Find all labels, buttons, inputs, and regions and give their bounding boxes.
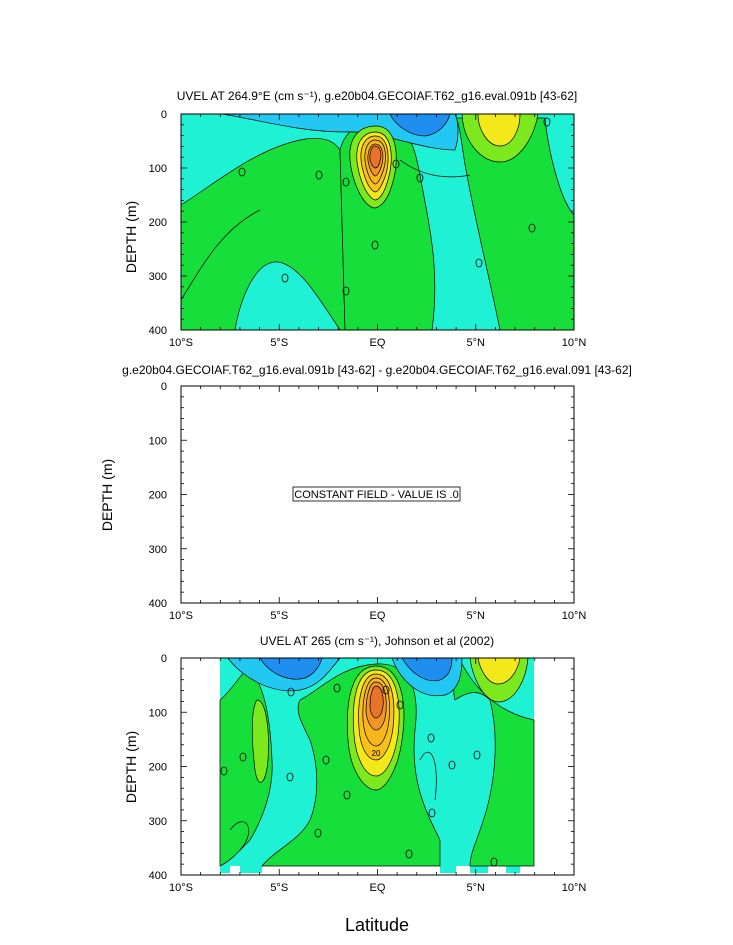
- y-tick-label: 400: [149, 870, 167, 882]
- x-tick-label: 5°N: [467, 610, 486, 622]
- x-tick-label: 10°N: [562, 610, 587, 622]
- p1-yellow-surface-jet: [477, 114, 521, 147]
- x-tick-label: 10°N: [562, 337, 587, 349]
- p1-zero-label: [416, 173, 424, 183]
- p1-zero-label: [342, 286, 350, 296]
- y-tick-label: 100: [149, 707, 167, 719]
- x-tick-label: 10°S: [169, 610, 193, 622]
- panel-1-title: UVEL AT 264.9°E (cm s⁻¹), g.e20b04.GECOI…: [177, 89, 577, 103]
- p1-contour-labels: [238, 117, 551, 296]
- p1-zero-label: [281, 273, 289, 283]
- y-tick-label: 300: [149, 271, 167, 283]
- x-tick-label: 5°S: [270, 610, 288, 622]
- x-tick-label: EQ: [370, 882, 386, 894]
- panel-1-axes: 10°S 5°S EQ 5°N 10°N 0 100 200 300 400 DEPTH (m): [123, 109, 586, 349]
- p3-zero-label: [333, 683, 341, 693]
- y-tick-label: 300: [149, 544, 167, 556]
- p3-contour-line: [419, 751, 437, 801]
- x-tick-label: 5°N: [467, 337, 486, 349]
- constant-field-box: [292, 486, 461, 502]
- p1-contour-line: [399, 159, 471, 178]
- x-tick-label: 5°S: [270, 337, 288, 349]
- p3-zero-label: [239, 752, 247, 762]
- y-axis-label: DEPTH (m): [99, 459, 115, 531]
- x-axis-label: Latitude: [345, 915, 409, 935]
- y-tick-label: 0: [161, 109, 167, 121]
- p1-green-region-east: [454, 117, 574, 330]
- panel-2-axes: 10°S 5°S EQ 5°N 10°N 0 100 200 300 400 DEPTH (m): [99, 381, 586, 622]
- p3-blue-westward-2: [401, 658, 453, 682]
- p3-zero-label: [382, 685, 390, 695]
- p1-zero-label: [238, 167, 246, 177]
- p3-zero-label: [428, 808, 436, 818]
- p3-zero-label: [448, 760, 456, 770]
- panel-1: UVEL AT 264.9°E (cm s⁻¹), g.e20b04.GECOI…: [123, 89, 586, 349]
- y-tick-label: 100: [149, 435, 167, 447]
- p1-zero-label: [528, 223, 536, 233]
- y-tick-label: 100: [149, 163, 167, 175]
- p3-contour-labels: 20: [220, 683, 498, 867]
- panel-3: UVEL AT 265 (cm s⁻¹), Johnson et al (200…: [123, 634, 586, 935]
- x-tick-label: EQ: [370, 610, 386, 622]
- y-axis-label: DEPTH (m): [123, 731, 139, 803]
- y-tick-label: 300: [149, 816, 167, 828]
- p3-zero-label: [322, 755, 330, 765]
- x-tick-label: 10°S: [169, 337, 193, 349]
- p1-zero-label: [342, 177, 350, 187]
- p3-yellow-surface-jet: [477, 658, 521, 685]
- panel-2: g.e20b04.GECOIAF.T62_g16.eval.091b [43-6…: [99, 363, 632, 622]
- p3-zero-label: [343, 790, 351, 800]
- p3-zero-label: [473, 750, 481, 760]
- p3-zero-label: [405, 849, 413, 859]
- x-tick-label: 5°N: [467, 882, 486, 894]
- p1-zero-label: [543, 117, 551, 127]
- y-tick-label: 200: [149, 762, 167, 774]
- p3-contour-line: [229, 821, 250, 851]
- constant-field-annotation: CONSTANT FIELD - VALUE IS .0: [294, 489, 458, 501]
- panel-3-title: UVEL AT 265 (cm s⁻¹), Johnson et al (200…: [260, 634, 494, 648]
- y-tick-label: 200: [149, 490, 167, 502]
- p1-zero-label: [315, 170, 323, 180]
- p3-zero-label: [490, 857, 498, 867]
- p1-zero-label: [371, 240, 379, 250]
- x-tick-label: EQ: [370, 337, 386, 349]
- y-tick-label: 400: [149, 325, 167, 337]
- p3-zero-label: [287, 687, 295, 697]
- x-tick-label: 10°S: [169, 882, 193, 894]
- x-tick-label: 5°S: [270, 882, 288, 894]
- panel-3-axes: 10°S 5°S EQ 5°N 10°N 0 100 200 300 400 DEPTH (m): [123, 653, 586, 894]
- y-tick-label: 0: [161, 381, 167, 393]
- x-tick-label: 10°N: [562, 882, 587, 894]
- p3-zero-label: [314, 828, 322, 838]
- panel-2-title: g.e20b04.GECOIAF.T62_g16.eval.091b [43-6…: [122, 363, 632, 377]
- p1-zero-label: [392, 159, 400, 169]
- panel-3-contour-fill: [219, 658, 535, 873]
- p3-blue-westward: [259, 658, 323, 680]
- panel-1-contour-fill: [181, 114, 574, 330]
- y-axis-label: DEPTH (m): [123, 201, 139, 273]
- p3-light-green-strip: [251, 699, 269, 783]
- p1-blue-westward: [389, 114, 451, 137]
- p1-green-region-west: [181, 137, 346, 330]
- p3-zero-label: [286, 772, 294, 782]
- p1-undercurrent-l6: [369, 145, 382, 169]
- p1-contour-line: [181, 209, 261, 301]
- p3-zero-label: [427, 733, 435, 743]
- p3-undercurrent-l6: [369, 685, 384, 719]
- p3-zero-label: [220, 766, 228, 776]
- p3-contour-label-20: 20: [372, 749, 381, 758]
- y-tick-label: 200: [149, 217, 167, 229]
- p3-zero-label: [396, 700, 404, 710]
- y-tick-label: 400: [149, 598, 167, 610]
- p1-zero-label: [475, 258, 483, 268]
- y-tick-label: 0: [161, 653, 167, 665]
